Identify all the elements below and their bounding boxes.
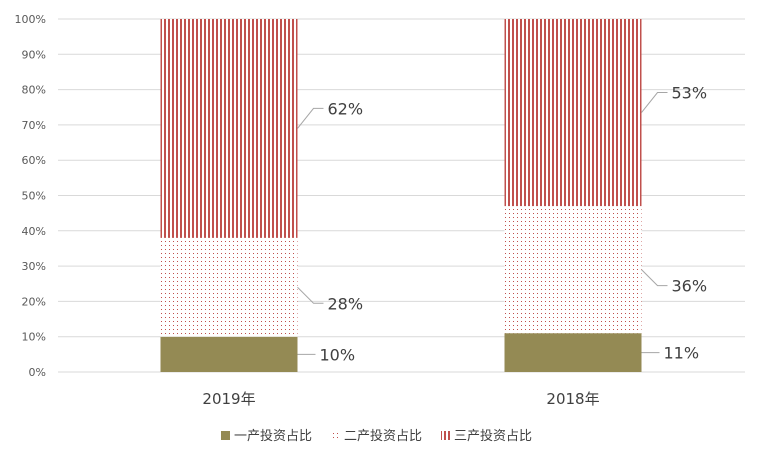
bar-segment — [160, 19, 298, 238]
legend-item-label: 三产投资占比 — [454, 428, 532, 444]
data-label: 62% — [328, 99, 364, 118]
y-axis: 0% 10% 20% 30% 40% 50% 60% 70% 80% 90% 100% — [15, 13, 46, 379]
legend-item-label: 二产投资占比 — [344, 428, 422, 444]
bar-segment — [160, 336, 298, 372]
leader-line — [641, 92, 668, 113]
bar-segment — [504, 206, 642, 334]
legend-swatch — [441, 431, 450, 440]
data-label: 11% — [664, 344, 700, 363]
x-axis: 2019年 2018年 — [202, 390, 599, 408]
bar-segment — [504, 19, 642, 207]
y-tick-label: 100% — [15, 13, 46, 26]
bars — [160, 19, 642, 372]
x-category-label: 2018年 — [546, 390, 599, 408]
y-tick-label: 0% — [29, 366, 46, 379]
y-tick-label: 70% — [22, 119, 46, 132]
leader-line — [297, 286, 324, 304]
y-tick-label: 10% — [22, 331, 46, 344]
leader-line — [297, 107, 324, 129]
data-labels: 10% 28% 62% 11% 36% 53% — [297, 84, 708, 364]
y-tick-label: 30% — [22, 260, 46, 273]
legend-swatch — [331, 431, 340, 440]
legend-item-label: 一产投资占比 — [234, 428, 312, 444]
y-tick-label: 60% — [22, 154, 46, 167]
bar-segment — [160, 237, 298, 337]
y-tick-label: 90% — [22, 48, 46, 61]
y-tick-label: 40% — [22, 225, 46, 238]
x-category-label: 2019年 — [202, 390, 255, 408]
legend-swatch — [221, 431, 230, 440]
leader-line — [641, 269, 668, 287]
data-label: 36% — [672, 277, 708, 296]
y-tick-label: 80% — [22, 84, 46, 97]
y-tick-label: 20% — [22, 295, 46, 308]
bar-segment — [504, 333, 642, 372]
data-label: 53% — [672, 84, 708, 103]
data-label: 10% — [320, 345, 356, 364]
legend: 一产投资占比 二产投资占比 三产投资占比 — [221, 428, 532, 444]
data-label: 28% — [328, 294, 364, 313]
y-tick-label: 50% — [22, 190, 46, 203]
